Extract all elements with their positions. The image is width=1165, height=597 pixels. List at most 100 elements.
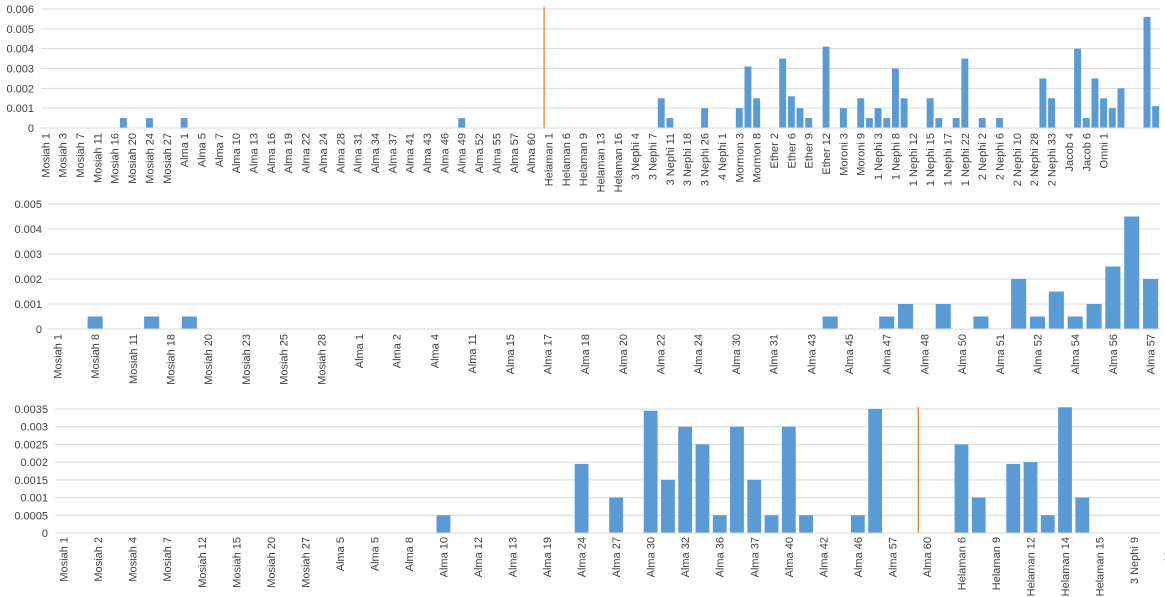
bar	[935, 118, 943, 128]
x-tick-label: 1 Nephi 17	[942, 133, 954, 186]
chart-panel-top: 0 0.001 0.002 0.003 0.004 0.005 0.006 Mosiah 1 M…	[6, 4, 1160, 192]
x-tick-label: Omni 1	[1099, 133, 1111, 168]
bar	[1082, 118, 1090, 128]
y-tick-label: 0.001	[20, 493, 48, 505]
x-tick-label: 2 Nephi 10	[1012, 133, 1024, 186]
x-tick-label: Alma 5	[369, 537, 381, 571]
x-tick-label: Helaman 1	[543, 133, 555, 186]
x-tick-label: Helaman 9	[578, 133, 590, 186]
x-tick-label: Alma 57	[509, 133, 521, 173]
x-tick-label: Alma 31	[769, 334, 781, 374]
x-tick-label: Helaman 16	[613, 133, 625, 192]
bar	[971, 497, 986, 533]
y-tick-label: 0	[36, 324, 42, 336]
bar	[609, 497, 624, 533]
x-tick-label: 4 Nephi 1	[717, 133, 729, 180]
bar	[879, 316, 895, 329]
bar	[822, 316, 838, 329]
bar	[181, 316, 197, 329]
x-tick-label: 3 Nephi 26	[700, 133, 712, 186]
x-tick-label: Alma 34	[370, 133, 382, 173]
y-tick-label: 0.003	[20, 422, 48, 434]
x-tick-label: Mosiah 23	[241, 334, 253, 385]
x-tick-label: Alma 32	[680, 537, 692, 577]
bar	[857, 98, 865, 128]
x-tick-label: 3 Nephi 7	[648, 133, 660, 180]
bar	[973, 316, 989, 329]
bar	[1039, 78, 1047, 128]
bar	[695, 444, 710, 533]
x-tick-label: Alma 49	[457, 133, 469, 173]
y-tick-label: 0	[42, 528, 48, 540]
x-tick-label: Alma 1	[354, 334, 366, 368]
bar	[1143, 16, 1151, 128]
y-tick-label: 0.0025	[14, 439, 48, 451]
x-tick-label: Alma 31	[353, 133, 365, 173]
x-tick-label: Mormon 3	[734, 133, 746, 183]
x-tick-label: 1 Nephi 3	[873, 133, 885, 180]
x-tick-label: 2 Nephi 2	[977, 133, 989, 180]
bar	[712, 515, 727, 533]
x-tick-label: Mosiah 24	[144, 133, 156, 184]
x-tick-label: Ether 12	[821, 133, 833, 175]
bar	[1091, 78, 1099, 128]
bar	[805, 118, 813, 128]
x-tick-label: Alma 40	[784, 537, 796, 577]
x-tick-label: Alma 7	[214, 133, 226, 167]
x-tick-label: Mosiah 20	[127, 133, 139, 184]
x-tick-label: Alma 60	[922, 537, 934, 577]
x-tick-label: Alma 10	[438, 537, 450, 577]
x-tick-label: Ether 6	[786, 133, 798, 168]
x-tick-label: Ether 2	[769, 133, 781, 168]
bar	[996, 118, 1003, 128]
x-tick-label: 3 Nephi 18	[682, 133, 694, 186]
x-tick-label: Alma 27	[611, 537, 623, 577]
bar	[1048, 98, 1056, 128]
x-tick-label: 2 Nephi 6	[995, 133, 1007, 180]
bar	[145, 118, 153, 128]
x-tick-label: Mosiah 27	[162, 133, 174, 184]
bar	[1143, 279, 1159, 329]
x-tick-label: Alma 46	[853, 537, 865, 577]
x-tick-label: Alma 11	[467, 334, 479, 374]
x-tick-label: 1 Nephi 8	[890, 133, 902, 180]
x-tick-label: Jacob 4	[1064, 133, 1076, 172]
x-tick-label: 1 Nephi 15	[925, 133, 937, 186]
x-tick-label: Alma 42	[818, 537, 830, 577]
x-tick-label: Mosiah 2	[93, 537, 105, 582]
x-tick-label: Alma 51	[995, 334, 1007, 374]
x-tick-label: Moroni 3	[838, 133, 850, 176]
bar	[952, 118, 960, 128]
x-tick-label: Mosiah 12	[197, 537, 209, 588]
x-tick-label: Alma 24	[318, 133, 330, 173]
x-tick-label: Mosiah 4	[128, 537, 140, 582]
x-tick-label: Alma 60	[526, 133, 538, 173]
bar	[1100, 98, 1108, 128]
x-tick-label: Alma 5	[335, 537, 347, 571]
x-tick-label: Mosiah 11	[128, 334, 140, 384]
x-tick-label: Alma 8	[404, 537, 416, 571]
bar	[1011, 279, 1027, 329]
bar	[753, 98, 761, 128]
bar	[1029, 316, 1046, 329]
x-tick-label: Ether 9	[804, 133, 816, 168]
x-tick-label: Helaman 6	[956, 537, 968, 590]
x-tick-label: Alma 4	[429, 334, 441, 368]
bar	[1152, 106, 1160, 128]
x-tick-label: Alma 16	[266, 133, 278, 173]
x-tick-label: Mosiah 28	[316, 334, 328, 385]
x-tick-label: Alma 46	[439, 133, 451, 173]
y-tick-label: 0	[28, 123, 34, 135]
bar	[458, 118, 466, 128]
x-tick-label: Alma 12	[473, 537, 485, 577]
y-tick-label: 0.0035	[14, 404, 48, 416]
bar	[822, 46, 830, 128]
x-tick-label: 3 Nephi 15	[1164, 537, 1165, 590]
bar	[898, 304, 914, 329]
x-tick-label: Alma 48	[919, 334, 931, 374]
y-tick-label: 0.002	[6, 83, 34, 95]
y-tick-label: 0.004	[14, 224, 42, 236]
x-tick-label: Alma 10	[231, 133, 243, 173]
x-tick-label: Alma 15	[505, 334, 517, 374]
